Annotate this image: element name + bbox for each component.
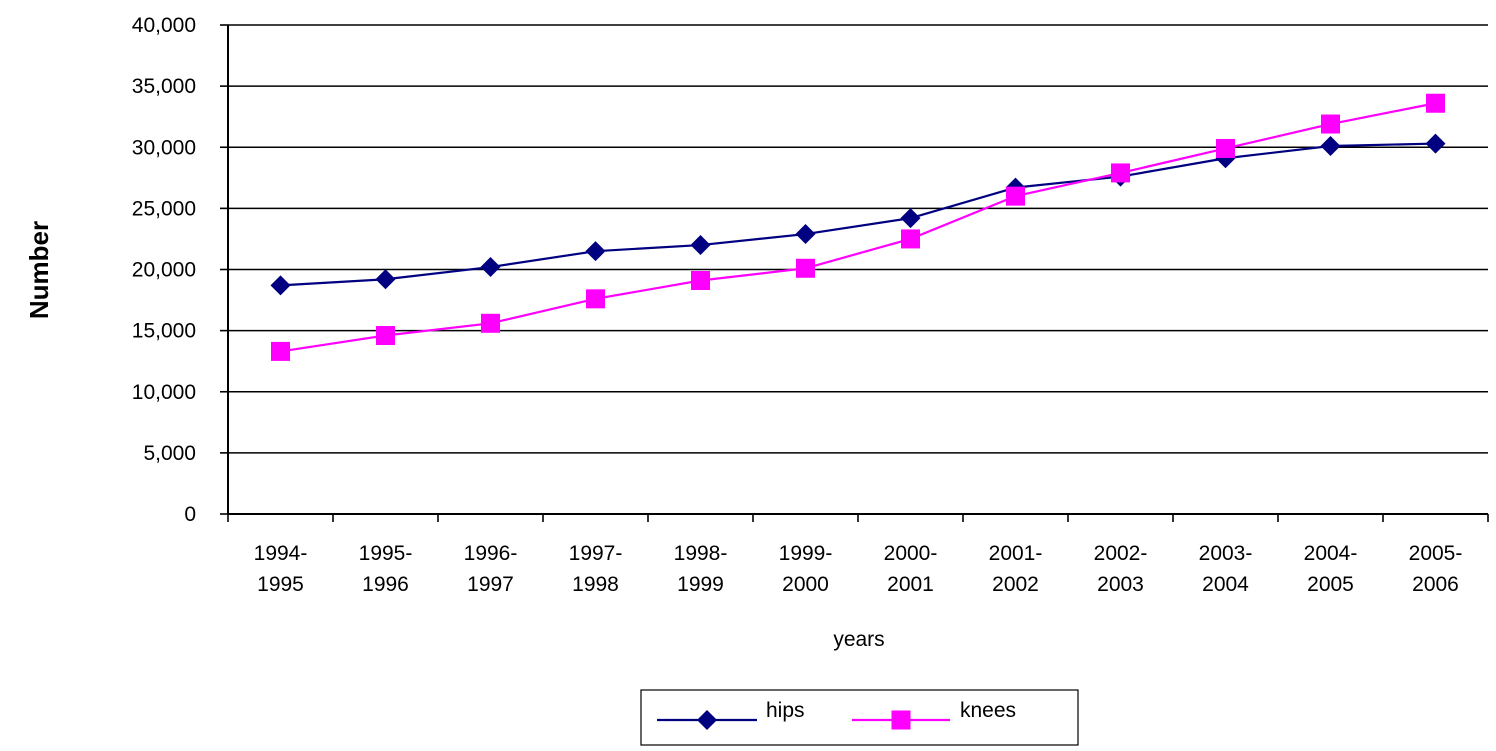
- legend-label-knees: knees: [960, 699, 1016, 722]
- x-tick-label: 1995-1996: [359, 542, 413, 596]
- x-tick-label: 1998-1999: [674, 542, 728, 596]
- x-tick-label: 1994-1995: [254, 542, 308, 596]
- data-point-knees: [586, 289, 605, 309]
- data-point-knees: [1426, 93, 1445, 113]
- data-point-hips: [1425, 133, 1446, 154]
- data-point-hips: [375, 269, 396, 290]
- data-point-knees: [1006, 186, 1025, 206]
- x-tick-labels: 1994-1995 1995-1996 1996-1997 1997-1998 1998…: [254, 542, 1463, 596]
- x-tick-label: 1996-1997: [464, 542, 518, 596]
- data-point-knees: [481, 313, 500, 333]
- data-point-knees: [691, 271, 710, 291]
- data-point-hips: [1320, 136, 1341, 157]
- data-point-knees: [271, 341, 290, 361]
- legend-marker-knees: [891, 710, 911, 730]
- y-tick-label: 35,000: [132, 75, 196, 98]
- y-tick-label: 30,000: [132, 136, 196, 159]
- data-point-knees: [1111, 163, 1130, 183]
- axes: [220, 24, 1489, 522]
- x-tick-label: 2000-2001: [884, 542, 938, 596]
- data-point-hips: [270, 275, 291, 296]
- data-point-hips: [690, 235, 711, 256]
- data-point-knees: [376, 326, 395, 346]
- legend-marker-hips: [697, 710, 717, 730]
- data-point-hips: [900, 208, 921, 229]
- x-tick-label: 2004-2005: [1304, 542, 1358, 596]
- y-tick-label: 15,000: [132, 320, 196, 343]
- y-tick-label: 0: [184, 503, 196, 526]
- data-point-knees: [1216, 138, 1235, 158]
- data-point-hips: [585, 241, 606, 262]
- series-layer: [270, 93, 1446, 361]
- x-tick-label: 1997-1998: [569, 542, 623, 596]
- series-hips: [270, 133, 1446, 296]
- y-tick-label: 10,000: [132, 381, 196, 404]
- legend: hips knees: [640, 689, 1079, 746]
- x-tick-label: 2003-2004: [1199, 542, 1253, 596]
- data-point-hips: [795, 224, 816, 245]
- data-point-hips: [480, 257, 501, 278]
- x-tick-label: 1999-2000: [779, 542, 833, 596]
- y-tick-label: 25,000: [132, 197, 196, 220]
- x-axis-title: years: [833, 628, 884, 651]
- series-line-knees: [280, 102, 1436, 353]
- y-tick-labels: 0 5,000 10,000 15,000 20,000 25,000 30,000 35,0…: [132, 14, 196, 526]
- x-tick-label: 2002-2003: [1094, 542, 1148, 596]
- data-point-knees: [1321, 114, 1340, 134]
- y-axis-title: Number: [24, 221, 54, 319]
- series-knees: [271, 93, 1445, 361]
- y-tick-label: 20,000: [132, 259, 196, 282]
- data-point-knees: [901, 229, 920, 249]
- data-point-knees: [796, 258, 815, 278]
- x-tick-label: 2005-2006: [1409, 542, 1463, 596]
- legend-label-hips: hips: [766, 699, 805, 722]
- y-tick-label: 40,000: [132, 14, 196, 37]
- series-line-hips: [280, 142, 1436, 287]
- y-tick-label: 5,000: [143, 442, 196, 465]
- gridlines: [228, 24, 1488, 454]
- x-tick-label: 2001-2002: [989, 542, 1043, 596]
